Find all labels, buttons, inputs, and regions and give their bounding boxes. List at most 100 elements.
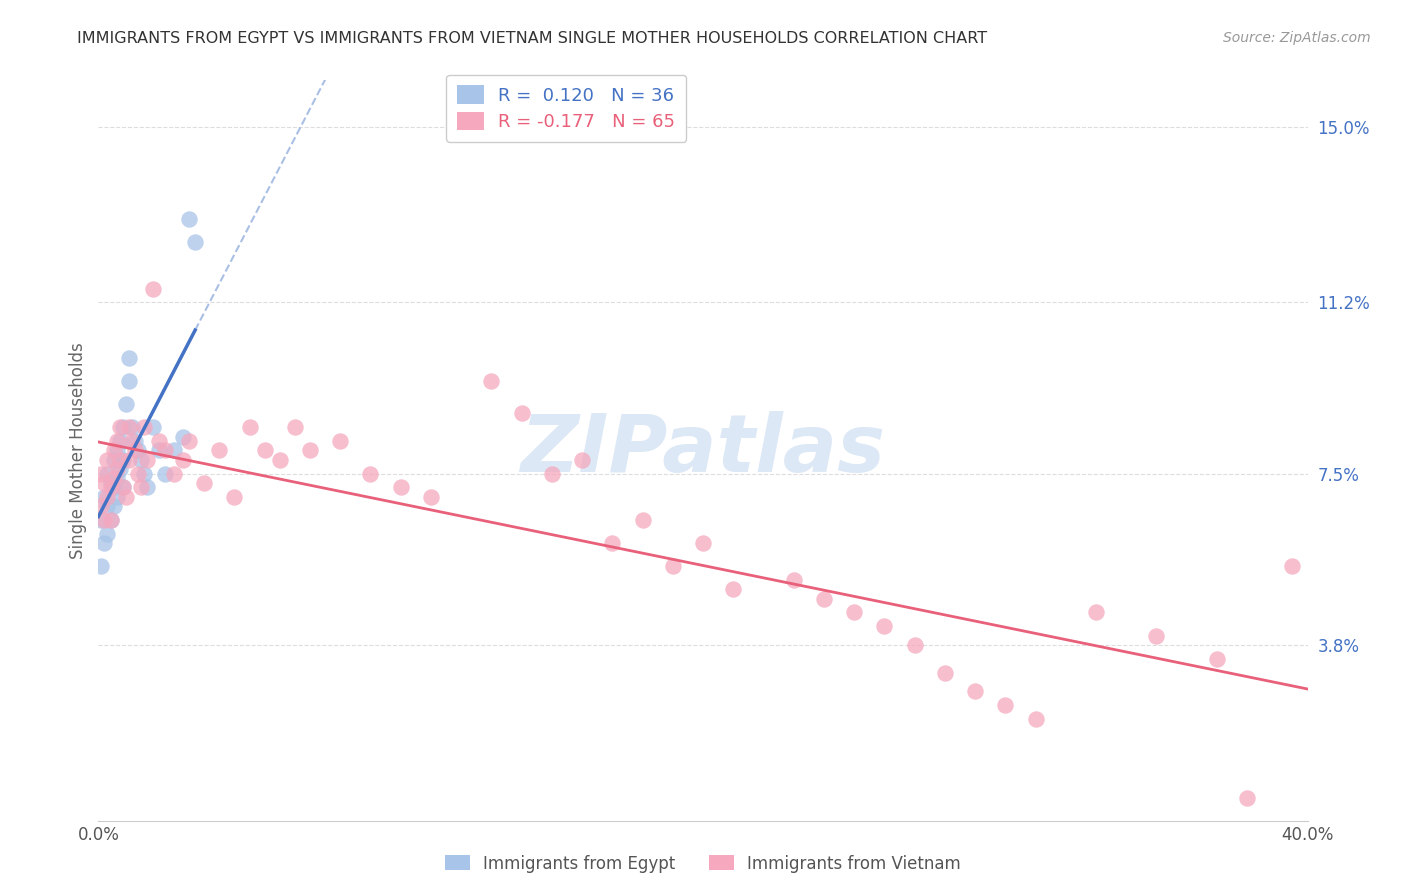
Point (1144, 628, 1167, 642)
Point (103, 499, 125, 513)
Point (148, 443, 170, 458)
Y-axis label: Single Mother Households: Single Mother Households (69, 343, 87, 558)
Point (1236, 790, 1258, 805)
Point (142, 281, 165, 295)
Point (1024, 712, 1046, 726)
Point (142, 420, 165, 434)
Point (105, 434, 128, 449)
Point (90, 513, 112, 527)
Point (118, 351, 141, 365)
Point (172, 452, 194, 467)
Point (90, 499, 112, 513)
Point (105, 471, 128, 485)
Point (129, 452, 152, 467)
Point (813, 591, 835, 606)
Point (540, 467, 562, 481)
Point (103, 471, 125, 485)
Point (193, 475, 215, 490)
Point (90, 559, 112, 574)
Point (934, 665, 956, 680)
Point (93, 490, 115, 504)
Point (420, 490, 443, 504)
Point (118, 420, 141, 434)
Point (172, 429, 194, 443)
Point (163, 467, 186, 481)
Point (108, 434, 131, 449)
Point (239, 420, 262, 434)
Legend: Immigrants from Egypt, Immigrants from Vietnam: Immigrants from Egypt, Immigrants from V… (439, 848, 967, 880)
Point (105, 443, 128, 458)
Point (965, 684, 987, 698)
Point (127, 467, 149, 481)
Point (105, 490, 128, 504)
Point (90, 467, 112, 481)
Point (481, 374, 503, 388)
Point (571, 452, 593, 467)
Point (100, 513, 122, 527)
Point (96, 467, 118, 481)
Point (269, 452, 291, 467)
Point (93, 536, 115, 550)
Point (100, 475, 122, 490)
Point (994, 698, 1017, 712)
Point (121, 420, 143, 434)
Text: Source: ZipAtlas.com: Source: ZipAtlas.com (1223, 31, 1371, 45)
Point (93, 513, 115, 527)
Point (96, 452, 118, 467)
Point (105, 462, 128, 476)
Text: IMMIGRANTS FROM EGYPT VS IMMIGRANTS FROM VIETNAM SINGLE MOTHER HOUSEHOLDS CORREL: IMMIGRANTS FROM EGYPT VS IMMIGRANTS FROM… (77, 31, 987, 46)
Point (179, 434, 201, 449)
Point (111, 420, 134, 434)
Point (118, 452, 141, 467)
Point (111, 481, 134, 495)
Point (135, 481, 157, 495)
Point (121, 434, 143, 449)
Point (253, 443, 276, 458)
Point (118, 374, 141, 388)
Point (184, 235, 207, 250)
Point (103, 481, 125, 495)
Point (114, 397, 136, 411)
Point (108, 452, 131, 467)
Point (844, 606, 866, 620)
Point (1085, 606, 1108, 620)
Point (153, 467, 176, 481)
Point (510, 407, 533, 421)
Point (108, 462, 131, 476)
Point (124, 443, 146, 458)
Point (723, 582, 745, 597)
Point (111, 481, 134, 495)
Point (692, 536, 714, 550)
Point (783, 573, 806, 587)
Point (93, 475, 115, 490)
Point (96, 499, 118, 513)
Point (103, 443, 125, 458)
Point (389, 481, 412, 495)
Point (103, 452, 125, 467)
Point (299, 443, 322, 458)
Text: ZIPatlas: ZIPatlas (520, 411, 886, 490)
Point (100, 513, 122, 527)
Point (129, 481, 152, 495)
Point (904, 638, 927, 652)
Point (100, 481, 122, 495)
Point (96, 490, 118, 504)
Point (873, 619, 896, 633)
Point (1281, 559, 1303, 574)
Point (135, 452, 157, 467)
Point (132, 467, 155, 481)
Point (148, 434, 170, 449)
Point (96, 526, 118, 541)
Point (360, 467, 382, 481)
Point (284, 420, 307, 434)
Point (1206, 651, 1229, 665)
Point (108, 420, 131, 434)
Point (602, 536, 624, 550)
Point (114, 490, 136, 504)
Point (111, 452, 134, 467)
Point (153, 443, 176, 458)
Point (329, 434, 352, 449)
Point (631, 513, 654, 527)
Point (132, 420, 155, 434)
Point (179, 212, 201, 227)
